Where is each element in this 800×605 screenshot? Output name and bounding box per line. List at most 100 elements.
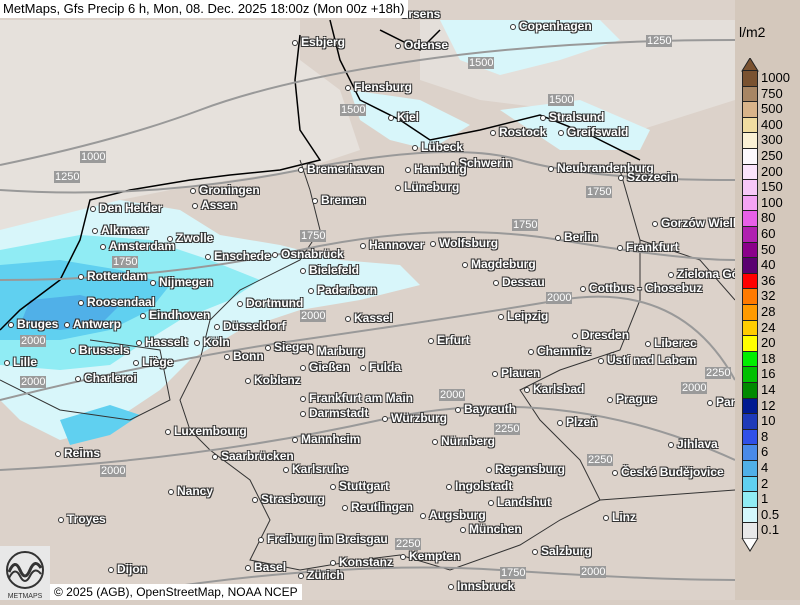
- city-dot-icon: [448, 583, 454, 590]
- city-dot-icon: [528, 348, 534, 355]
- city-dot-icon: [308, 287, 314, 294]
- city-label: Nürnberg: [432, 435, 495, 447]
- city-dot-icon: [432, 438, 438, 445]
- city-name: Copenhagen: [519, 19, 592, 33]
- city-name: Hannover: [369, 238, 425, 252]
- city-name: Reims: [64, 446, 101, 460]
- legend-label: 1000: [761, 70, 790, 85]
- contour-label: 2000: [681, 382, 708, 394]
- city-name: Brussels: [79, 343, 130, 357]
- city-label: Lille: [4, 356, 37, 368]
- city-label: Bremerhaven: [298, 163, 384, 175]
- contour-label: 2000: [20, 335, 47, 347]
- city-name: Fulda: [369, 360, 401, 374]
- city-name: Gießen: [309, 360, 350, 374]
- precip-2mm-south: [60, 405, 140, 445]
- city-name: Groningen: [199, 183, 260, 197]
- city-label: Antwerp: [64, 318, 121, 330]
- contours: [0, 39, 735, 591]
- city-label: Plzeň: [557, 416, 597, 428]
- city-label: Alkmaar: [92, 224, 148, 236]
- city-name: orsens: [401, 7, 441, 21]
- city-dot-icon: [645, 340, 651, 347]
- city-label: Neubrandenburg: [548, 162, 654, 174]
- city-dot-icon: [298, 166, 304, 173]
- city-name: České Budějovice: [621, 465, 724, 479]
- city-name: Dijon: [117, 562, 147, 576]
- city-dot-icon: [558, 129, 564, 136]
- map-title: MetMaps, Gfs Precip 6 h, Mon, 08. Dec. 2…: [0, 0, 409, 18]
- city-name: Esbjerg: [301, 35, 346, 49]
- city-name: Wolfsburg: [439, 236, 499, 250]
- city-name: Innsbruck: [457, 579, 515, 593]
- city-dot-icon: [165, 428, 171, 435]
- city-name: Flensburg: [354, 80, 413, 94]
- city-label: Mannheim: [292, 433, 360, 445]
- city-label: Ústí nad Labem: [598, 354, 696, 366]
- precip-light-ne: [500, 100, 650, 150]
- city-name: Schwerin: [459, 156, 513, 170]
- city-label: Pardubice: [707, 396, 735, 408]
- city-label: Den Helder: [90, 202, 162, 214]
- legend-label: 500: [761, 101, 783, 117]
- contour-label: 2250: [494, 423, 521, 435]
- city-label: Cottbus - Chosebuz: [580, 282, 702, 294]
- city-name: Dortmund: [246, 296, 304, 310]
- legend-label: 0.1: [761, 522, 780, 538]
- city-label: Frankfurt: [617, 241, 679, 253]
- city-dot-icon: [572, 332, 578, 339]
- city-label: Liège: [133, 356, 173, 368]
- city-name: Linz: [612, 510, 636, 524]
- city-dot-icon: [214, 323, 220, 330]
- legend-min-arrow: [741, 538, 759, 552]
- city-label: Enschede: [205, 250, 271, 262]
- legend-swatch: [742, 163, 758, 181]
- legend-label: 20: [761, 335, 776, 351]
- city-name: Bayreuth: [464, 402, 517, 416]
- city-dot-icon: [668, 271, 674, 278]
- legend-swatch: [742, 350, 758, 368]
- city-label: Marburg: [308, 345, 365, 357]
- city-dot-icon: [300, 395, 306, 402]
- city-dot-icon: [488, 499, 494, 506]
- city-label: Bremen: [312, 194, 366, 206]
- city-name: Frankfurt: [626, 240, 679, 254]
- city-name: Den Helder: [99, 201, 163, 215]
- city-name: Luxembourg: [174, 424, 247, 438]
- city-label: Bonn: [224, 350, 264, 362]
- city-dot-icon: [292, 39, 298, 46]
- legend-swatch: [742, 366, 758, 383]
- legend-swatch: [742, 132, 758, 149]
- city-name: Bremen: [321, 193, 366, 207]
- legend-label: 2: [761, 475, 769, 491]
- legend-swatch: [742, 304, 758, 321]
- city-label: Kassel: [345, 312, 393, 324]
- city-name: Hasselt: [145, 335, 188, 349]
- city-label: Lüneburg: [395, 181, 459, 193]
- city-dot-icon: [312, 197, 318, 204]
- city-dot-icon: [618, 174, 624, 181]
- city-dot-icon: [420, 512, 426, 519]
- city-dot-icon: [428, 337, 434, 344]
- city-dot-icon: [237, 300, 243, 307]
- city-name: Dessau: [502, 275, 545, 289]
- city-name: Liberec: [654, 336, 697, 350]
- city-label: Landshut: [488, 496, 551, 508]
- city-name: Zwolle: [176, 231, 214, 245]
- precipitation-map[interactable]: orsens Copenhagen Esbjerg Odense Flensburg Ki…: [0, 0, 735, 600]
- city-label: Osnabrück: [272, 248, 344, 260]
- city-dot-icon: [308, 348, 314, 355]
- sea-area: [0, 20, 360, 240]
- city-label: Eindhoven: [140, 309, 210, 321]
- city-dot-icon: [283, 466, 289, 473]
- metmaps-logo[interactable]: METMAPS: [0, 546, 50, 600]
- city-dot-icon: [492, 370, 498, 377]
- city-label: Konstanz: [330, 556, 393, 568]
- city-label: Gießen: [300, 361, 350, 373]
- contour-label: 1750: [586, 186, 613, 198]
- city-name: Augsburg: [429, 508, 486, 522]
- city-label: Saarbrücken: [212, 450, 294, 462]
- city-name: Leipzig: [507, 309, 549, 323]
- city-label: Freiburg im Breisgau: [258, 533, 388, 545]
- city-label: Bielefeld: [300, 264, 359, 276]
